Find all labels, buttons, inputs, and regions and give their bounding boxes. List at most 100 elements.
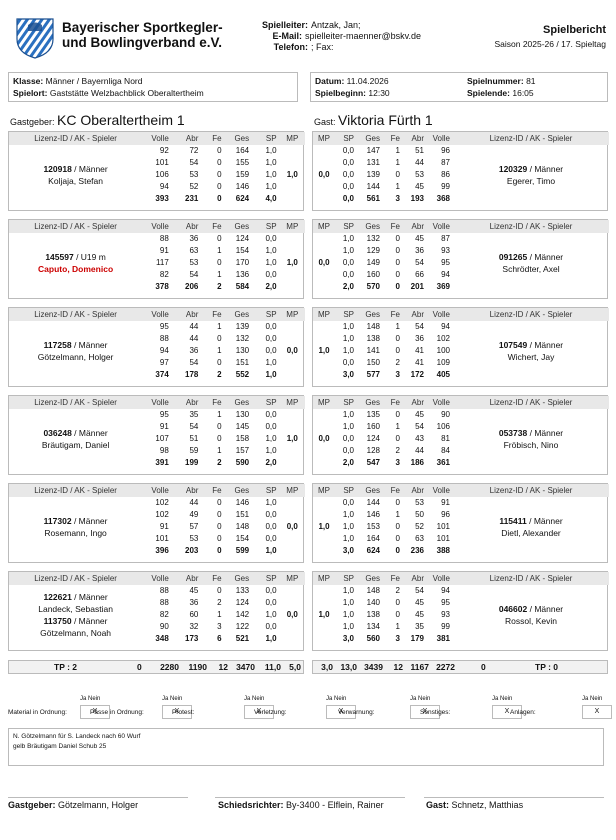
col-ges: Ges [357, 220, 383, 233]
klasse-value: Männer / Bayernliga Nord [45, 76, 143, 86]
score-abr: 54 [415, 422, 424, 431]
player-name: Koljaja, Stefan [48, 176, 103, 186]
score-ges: 160 [366, 422, 380, 431]
score-abr: 66 [415, 270, 424, 279]
player-name: Caputo, Domenico [38, 264, 114, 274]
col-player: Lizenz-ID / AK - Spieler [453, 308, 609, 321]
score-sp: 0,0 [265, 334, 277, 343]
score-fe: 0 [217, 510, 222, 519]
away-score-table: MP SP Ges Fe Abr Volle Lizenz-ID / AK - Spiele… [313, 308, 609, 381]
player-ak: Männer [78, 164, 108, 174]
score-ges: 150 [366, 358, 380, 367]
player-license: 046602 / Männer [453, 603, 609, 615]
score-sp: 1,0 [265, 158, 277, 167]
player-license: 145597 / U19 m [9, 251, 142, 263]
score-fe: 0 [395, 246, 400, 255]
score-abr: 173 [185, 634, 199, 643]
score-fe: 0 [217, 498, 222, 507]
col-player: Lizenz-ID / AK - Spieler [453, 132, 609, 145]
score-abr: 41 [415, 358, 424, 367]
player-name: Wichert, Jay [507, 352, 555, 362]
score-fe: 0 [395, 522, 400, 531]
score-fe: 3 [395, 634, 400, 643]
col-mp: MP [279, 484, 305, 497]
check-box[interactable]: X [162, 705, 192, 719]
table-row: 036248 / Männer Bräutigam, Daniel 95 35 1 130… [9, 409, 305, 450]
check-box[interactable]: X [326, 705, 356, 719]
score-ges: 159 [235, 170, 250, 179]
check-box[interactable]: X [492, 705, 522, 719]
score-ges: 142 [235, 610, 250, 619]
score-volle: 106 [436, 422, 450, 431]
score-ges: 128 [366, 446, 380, 455]
score-fe: 1 [217, 346, 222, 355]
player-ak-separator: / [71, 592, 79, 602]
check-box[interactable]: X [80, 705, 110, 719]
score-fe: 0 [395, 334, 400, 343]
score-volle: 369 [436, 282, 450, 291]
sum-row: 393 231 0 624 4,0 [9, 193, 305, 205]
sum-row: 378 206 2 584 2,0 [9, 281, 305, 293]
table-row: 1,0 134 1 35 99 [313, 621, 609, 633]
home-player-block: Lizenz-ID / AK - Spieler Volle Abr Fe Ges SP M… [8, 483, 305, 563]
col-fe: Fe [201, 308, 225, 321]
check-box[interactable]: X [582, 705, 612, 719]
away-score-table: MP SP Ges Fe Abr Volle Lizenz-ID / AK - Spiele… [313, 132, 609, 205]
score-volle: 93 [441, 246, 450, 255]
score-volle: 88 [159, 598, 169, 607]
player-id: 113750 [43, 616, 72, 626]
score-volle: 378 [155, 282, 169, 291]
score-fe: 0 [217, 158, 222, 167]
home-mp: 1,0 [286, 170, 298, 179]
away-mp: 0,0 [318, 170, 330, 179]
col-ges: Ges [357, 396, 383, 409]
table-row: 101 54 0 155 1,0 [9, 157, 305, 169]
score-sp: 3,0 [342, 546, 354, 555]
score-volle: 106 [155, 170, 169, 179]
away-player-cell: 046602 / Männer Rossol, Kevin [453, 585, 609, 645]
score-abr: 35 [189, 410, 199, 419]
score-fe: 1 [217, 270, 222, 279]
player-ak: Männer [534, 428, 564, 438]
score-abr: 49 [189, 510, 199, 519]
score-fe: 2 [217, 282, 222, 291]
score-ges: 148 [366, 586, 380, 595]
score-volle: 91 [441, 498, 450, 507]
col-ges: Ges [224, 484, 253, 497]
player-license: 117302 / Männer [9, 515, 142, 527]
score-ges: 561 [366, 194, 380, 203]
score-volle: 91 [159, 246, 169, 255]
home-mp: 1,0 [286, 258, 298, 267]
signature-line-home [8, 797, 188, 798]
score-sp: 1,0 [342, 510, 354, 519]
score-abr: 53 [189, 534, 199, 543]
player-ak-separator: / [526, 516, 534, 526]
score-volle: 95 [441, 258, 450, 267]
away-total-sp: 13,0 [340, 662, 357, 672]
col-player: Lizenz-ID / AK - Spieler [9, 396, 143, 409]
check-box[interactable]: X [410, 705, 440, 719]
score-sp: 0,0 [265, 586, 277, 595]
sum-row: 348 173 6 521 1,0 [9, 633, 305, 645]
player-id: 122621 [43, 592, 72, 602]
score-abr: 36 [189, 234, 199, 243]
score-abr: 41 [415, 346, 424, 355]
home-player-cell: 117258 / Männer Götzelmann, Holger [9, 321, 142, 381]
score-volle: 82 [159, 270, 169, 279]
score-sp: 0,0 [342, 434, 354, 443]
score-ges: 139 [366, 170, 380, 179]
score-sp: 0,0 [342, 358, 354, 367]
score-sp: 0,0 [265, 410, 277, 419]
away-score-table: MP SP Ges Fe Abr Volle Lizenz-ID / AK - Spiele… [313, 220, 609, 293]
check-box[interactable]: X [244, 705, 274, 719]
header-row: MP SP Ges Fe Abr Volle Lizenz-ID / AK - Spiele… [313, 396, 609, 409]
home-total-mpsum: 5,0 [289, 662, 301, 672]
player-ak-separator: / [527, 604, 535, 614]
email-value[interactable]: spielleiter-maenner@bskv.de [305, 31, 422, 41]
score-ges: 521 [235, 634, 250, 643]
telefon-value: ; Fax: [311, 42, 334, 52]
score-fe: 0 [395, 498, 400, 507]
score-abr: 44 [415, 158, 424, 167]
col-ges: Ges [357, 572, 383, 585]
player-ak: Männer [534, 164, 564, 174]
